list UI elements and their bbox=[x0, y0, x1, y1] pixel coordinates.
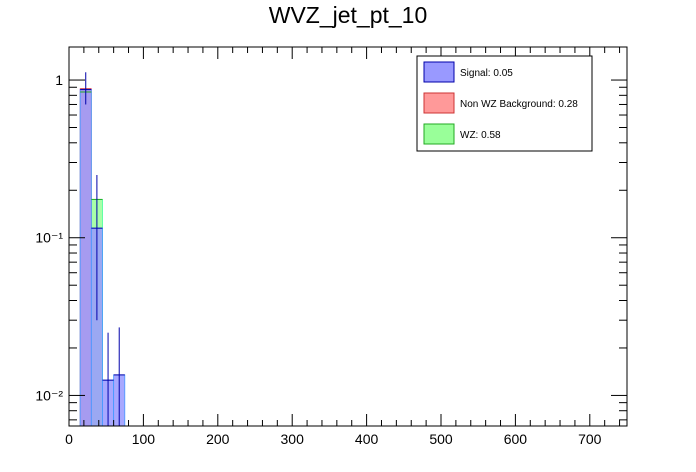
x-tick-label-200: 200 bbox=[206, 431, 230, 447]
x-tick-label-100: 100 bbox=[132, 431, 156, 447]
legend-label-1: Non WZ Background: 0.28 bbox=[460, 99, 578, 110]
legend-swatch-1 bbox=[423, 92, 455, 114]
legend-swatch-0 bbox=[423, 61, 455, 83]
plot-frame bbox=[68, 46, 628, 427]
bar-2-0 bbox=[79, 89, 92, 427]
legend-label-0: Signal: 0.05 bbox=[460, 68, 513, 79]
legend-swatch-2 bbox=[423, 123, 455, 145]
x-tick-label-500: 500 bbox=[429, 431, 453, 447]
chart-title: WVZ_jet_pt_10 bbox=[268, 2, 428, 28]
x-tick-label-400: 400 bbox=[355, 431, 379, 447]
x-tick-label-700: 700 bbox=[578, 431, 602, 447]
y-tick-label-1: 10⁻¹ bbox=[35, 230, 63, 246]
legend-label-2: WZ: 0.58 bbox=[460, 130, 501, 141]
x-tick-label-0: 0 bbox=[65, 431, 73, 447]
y-tick-label-2: 10⁻² bbox=[35, 387, 63, 403]
x-tick-label-600: 600 bbox=[504, 431, 528, 447]
x-tick-label-300: 300 bbox=[281, 431, 305, 447]
y-tick-label-0: 1 bbox=[55, 72, 63, 88]
